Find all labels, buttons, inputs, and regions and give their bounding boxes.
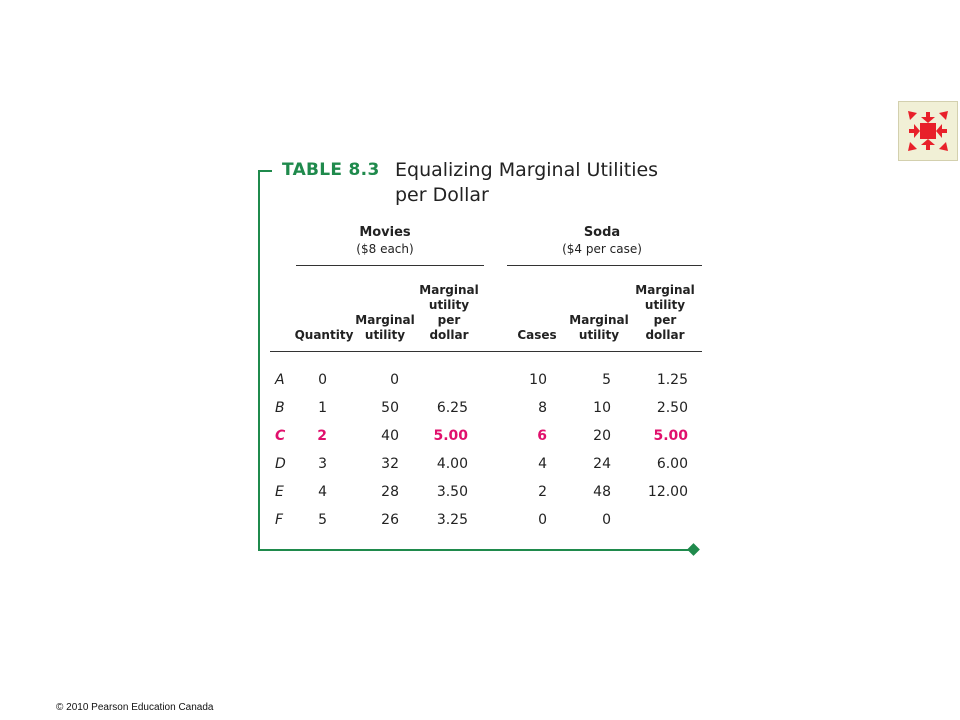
quantity-cell: 1 bbox=[318, 400, 327, 416]
table-row-highlighted: C 2 40 5.00 6 20 5.00 bbox=[0, 426, 960, 454]
mupd-soda-cell: 5.00 bbox=[653, 428, 688, 444]
header-rule bbox=[270, 351, 702, 352]
mu-movies-cell: 40 bbox=[381, 428, 399, 444]
cases-cell: 8 bbox=[538, 400, 547, 416]
cases-cell: 0 bbox=[538, 512, 547, 528]
mu-movies-cell: 26 bbox=[381, 512, 399, 528]
mu-soda-cell: 48 bbox=[593, 484, 611, 500]
mu-soda-cell: 5 bbox=[602, 372, 611, 388]
table-row: E 4 28 3.50 2 48 12.00 bbox=[0, 482, 960, 510]
row-letter: E bbox=[275, 484, 284, 500]
mupd-soda-cell: 2.50 bbox=[656, 400, 688, 416]
col-header-line: per bbox=[653, 313, 677, 327]
cases-cell: 6 bbox=[537, 428, 547, 444]
copyright-notice: © 2010 Pearson Education Canada bbox=[56, 702, 214, 713]
col-header-line: Marginal bbox=[569, 313, 629, 327]
movies-group-header: Movies ($8 each) bbox=[300, 225, 470, 257]
fullscreen-arrows-icon bbox=[908, 111, 948, 151]
cases-cell: 2 bbox=[538, 484, 547, 500]
col-header-cases: Cases bbox=[512, 328, 562, 343]
quantity-cell: 0 bbox=[318, 372, 327, 388]
mupd-soda-cell: 1.25 bbox=[656, 372, 688, 388]
mu-soda-cell: 20 bbox=[593, 428, 611, 444]
mupd-movies-cell: 3.50 bbox=[436, 484, 468, 500]
mu-movies-cell: 32 bbox=[381, 456, 399, 472]
mu-soda-cell: 24 bbox=[593, 456, 611, 472]
mupd-movies-cell: 6.25 bbox=[436, 400, 468, 416]
table-row: F 5 26 3.25 0 0 bbox=[0, 510, 960, 538]
movies-group-price: ($8 each) bbox=[356, 242, 414, 256]
mupd-movies-cell: 5.00 bbox=[433, 428, 468, 444]
soda-group-header: Soda ($4 per case) bbox=[508, 225, 696, 257]
row-letter: F bbox=[275, 512, 284, 528]
row-letter: A bbox=[275, 372, 285, 388]
col-header-line: utility bbox=[364, 328, 406, 342]
mu-movies-cell: 28 bbox=[381, 484, 399, 500]
soda-group-rule bbox=[507, 265, 702, 266]
cases-cell: 4 bbox=[538, 456, 547, 472]
mupd-movies-cell: 4.00 bbox=[436, 456, 468, 472]
col-header-line: utility bbox=[428, 298, 470, 312]
col-header-mu-soda: Marginal utility bbox=[566, 313, 632, 343]
frame-left-rule bbox=[258, 170, 260, 551]
table-title: Equalizing Marginal Utilities per Dollar bbox=[395, 159, 659, 206]
soda-group-price: ($4 per case) bbox=[562, 242, 642, 256]
col-header-cases-text: Cases bbox=[517, 328, 557, 342]
quantity-cell: 5 bbox=[318, 512, 327, 528]
col-header-line: utility bbox=[578, 328, 620, 342]
col-header-quantity-text: Quantity bbox=[294, 328, 354, 342]
frame-diamond-marker bbox=[687, 543, 700, 556]
movies-group-rule bbox=[296, 265, 484, 266]
mu-soda-cell: 10 bbox=[593, 400, 611, 416]
col-header-line: Marginal bbox=[635, 283, 695, 297]
table-row: A 0 0 10 5 1.25 bbox=[0, 370, 960, 398]
table-row: D 3 32 4.00 4 24 6.00 bbox=[0, 454, 960, 482]
mu-soda-cell: 0 bbox=[602, 512, 611, 528]
cases-cell: 10 bbox=[529, 372, 547, 388]
col-header-mu-movies: Marginal utility bbox=[352, 313, 418, 343]
col-header-quantity: Quantity bbox=[292, 328, 356, 343]
mu-movies-cell: 0 bbox=[390, 372, 399, 388]
col-header-mupd-soda: Marginal utility per dollar bbox=[630, 283, 700, 343]
table-row: B 1 50 6.25 8 10 2.50 bbox=[0, 398, 960, 426]
col-header-line: dollar bbox=[429, 328, 469, 342]
col-header-line: dollar bbox=[645, 328, 685, 342]
mupd-soda-cell: 6.00 bbox=[656, 456, 688, 472]
table-number: TABLE 8.3 bbox=[282, 160, 380, 180]
frame-bottom-rule bbox=[258, 549, 692, 551]
quantity-cell: 2 bbox=[317, 428, 327, 444]
col-header-line: Marginal bbox=[419, 283, 479, 297]
row-letter: B bbox=[275, 400, 285, 416]
mu-movies-cell: 50 bbox=[381, 400, 399, 416]
frame-top-tick bbox=[258, 170, 272, 172]
movies-group-name: Movies bbox=[359, 225, 411, 240]
col-header-line: per bbox=[437, 313, 461, 327]
mupd-movies-cell: 3.25 bbox=[436, 512, 468, 528]
quantity-cell: 3 bbox=[318, 456, 327, 472]
fullscreen-button[interactable] bbox=[898, 101, 958, 161]
soda-group-name: Soda bbox=[583, 225, 621, 240]
mupd-soda-cell: 12.00 bbox=[647, 484, 688, 500]
col-header-line: utility bbox=[644, 298, 686, 312]
row-letter: C bbox=[275, 428, 286, 444]
row-letter: D bbox=[275, 456, 286, 472]
quantity-cell: 4 bbox=[318, 484, 327, 500]
col-header-line: Marginal bbox=[355, 313, 415, 327]
col-header-mupd-movies: Marginal utility per dollar bbox=[416, 283, 482, 343]
